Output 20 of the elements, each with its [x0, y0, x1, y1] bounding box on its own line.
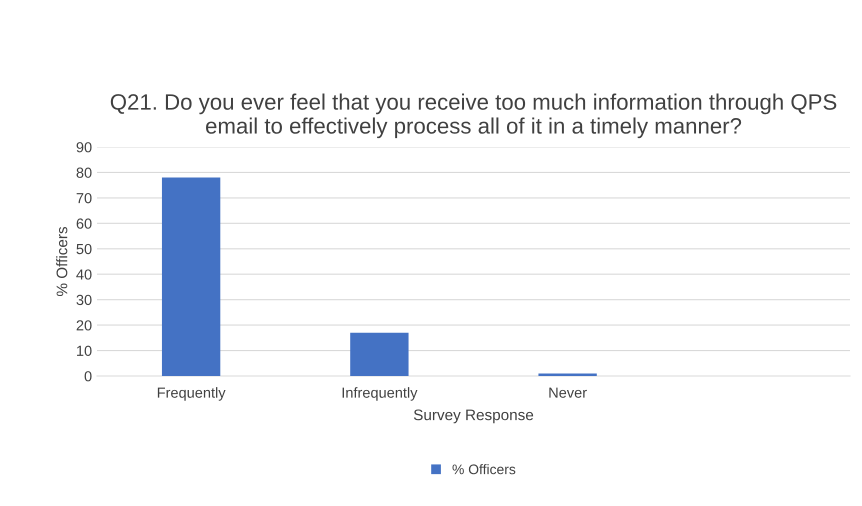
y-tick-label: 50 [76, 244, 92, 254]
y-tick-label: 10 [77, 346, 92, 356]
bar [162, 178, 220, 376]
y-tick-label: 70 [76, 192, 92, 204]
bar [538, 373, 597, 376]
x-axis-title: Survey Response [414, 409, 534, 424]
y-tick-label: 0 [84, 371, 92, 382]
y-tick-label: 90 [76, 142, 92, 152]
y-tick-label: 80 [76, 168, 92, 178]
y-tick-label: 60 [76, 218, 92, 229]
legend-label: % Officers [452, 464, 516, 474]
x-tick-label: Never [549, 388, 587, 398]
x-tick-label: Infrequently [342, 387, 418, 401]
bar [350, 332, 409, 376]
y-tick-label: 20 [76, 320, 92, 331]
x-tick-label: Frequently [158, 387, 226, 401]
y-axis-title: % Officers [56, 226, 68, 296]
y-tick-label: 40 [76, 269, 92, 280]
y-tick-label: 30 [76, 294, 92, 306]
chart-title: Q21. Do you ever feel that you receive too much information through QPS email to effectively process all of it in a timely manner? [110, 94, 836, 138]
